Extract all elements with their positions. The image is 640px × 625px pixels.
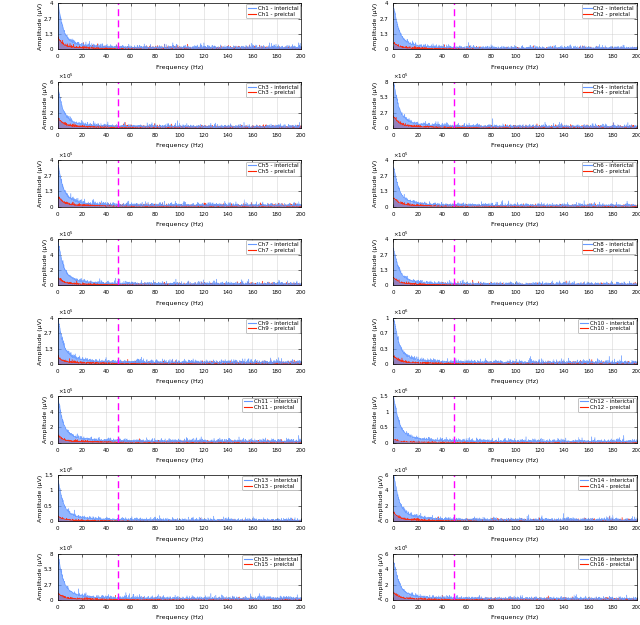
X-axis label: Frequency (Hz): Frequency (Hz) [492, 65, 539, 70]
Legend: Ch1 - interictal, Ch1 - preictal: Ch1 - interictal, Ch1 - preictal [246, 4, 300, 18]
X-axis label: Frequency (Hz): Frequency (Hz) [156, 301, 203, 306]
Y-axis label: Amplitude (μV): Amplitude (μV) [373, 239, 378, 286]
Y-axis label: Amplitude (μV): Amplitude (μV) [373, 2, 378, 50]
Legend: Ch14 - interictal, Ch14 - preictal: Ch14 - interictal, Ch14 - preictal [578, 476, 636, 491]
Text: ×10$^{5}$: ×10$^{5}$ [58, 72, 74, 81]
X-axis label: Frequency (Hz): Frequency (Hz) [492, 301, 539, 306]
Y-axis label: Amplitude (μV): Amplitude (μV) [38, 318, 43, 364]
X-axis label: Frequency (Hz): Frequency (Hz) [156, 616, 203, 621]
Y-axis label: Amplitude (μV): Amplitude (μV) [38, 474, 43, 522]
X-axis label: Frequency (Hz): Frequency (Hz) [492, 144, 539, 149]
Legend: Ch11 - interictal, Ch11 - preictal: Ch11 - interictal, Ch11 - preictal [243, 398, 300, 412]
Y-axis label: Amplitude (μV): Amplitude (μV) [43, 239, 48, 286]
Text: ×10$^{5}$: ×10$^{5}$ [394, 72, 409, 81]
Legend: Ch9 - interictal, Ch9 - preictal: Ch9 - interictal, Ch9 - preictal [246, 319, 300, 333]
X-axis label: Frequency (Hz): Frequency (Hz) [156, 458, 203, 463]
Y-axis label: Amplitude (μV): Amplitude (μV) [38, 2, 43, 50]
Y-axis label: Amplitude (μV): Amplitude (μV) [38, 160, 43, 208]
Text: ×10$^{6}$: ×10$^{6}$ [58, 465, 74, 474]
X-axis label: Frequency (Hz): Frequency (Hz) [492, 222, 539, 227]
Text: ×10$^{5}$: ×10$^{5}$ [58, 308, 74, 318]
Legend: Ch8 - interictal, Ch8 - preictal: Ch8 - interictal, Ch8 - preictal [582, 240, 636, 254]
X-axis label: Frequency (Hz): Frequency (Hz) [156, 537, 203, 542]
Y-axis label: Amplitude (μV): Amplitude (μV) [373, 81, 378, 129]
Y-axis label: Amplitude (μV): Amplitude (μV) [43, 396, 48, 443]
Legend: Ch6 - interictal, Ch6 - preictal: Ch6 - interictal, Ch6 - preictal [582, 161, 636, 176]
X-axis label: Frequency (Hz): Frequency (Hz) [156, 65, 203, 70]
X-axis label: Frequency (Hz): Frequency (Hz) [492, 537, 539, 542]
Legend: Ch15 - interictal, Ch15 - preictal: Ch15 - interictal, Ch15 - preictal [243, 555, 300, 569]
Text: ×10$^{5}$: ×10$^{5}$ [394, 229, 409, 239]
Text: ×10$^{6}$: ×10$^{6}$ [394, 308, 410, 318]
Legend: Ch7 - interictal, Ch7 - preictal: Ch7 - interictal, Ch7 - preictal [246, 240, 300, 254]
Text: ×10$^{5}$: ×10$^{5}$ [58, 0, 74, 2]
Legend: Ch13 - interictal, Ch13 - preictal: Ch13 - interictal, Ch13 - preictal [243, 476, 300, 491]
Legend: Ch12 - interictal, Ch12 - preictal: Ch12 - interictal, Ch12 - preictal [578, 398, 636, 412]
Text: ×10$^{5}$: ×10$^{5}$ [58, 229, 74, 239]
Legend: Ch5 - interictal, Ch5 - preictal: Ch5 - interictal, Ch5 - preictal [246, 161, 300, 176]
Legend: Ch3 - interictal, Ch3 - preictal: Ch3 - interictal, Ch3 - preictal [246, 83, 300, 97]
X-axis label: Frequency (Hz): Frequency (Hz) [156, 144, 203, 149]
Text: ×10$^{5}$: ×10$^{5}$ [58, 544, 74, 553]
Legend: Ch2 - interictal, Ch2 - preictal: Ch2 - interictal, Ch2 - preictal [582, 4, 636, 18]
Text: ×10$^{5}$: ×10$^{5}$ [394, 465, 409, 474]
X-axis label: Frequency (Hz): Frequency (Hz) [492, 458, 539, 463]
X-axis label: Frequency (Hz): Frequency (Hz) [492, 379, 539, 384]
Y-axis label: Amplitude (μV): Amplitude (μV) [373, 318, 378, 364]
Legend: Ch16 - interictal, Ch16 - preictal: Ch16 - interictal, Ch16 - preictal [578, 555, 636, 569]
Text: ×10$^{5}$: ×10$^{5}$ [394, 151, 409, 160]
Legend: Ch4 - interictal, Ch4 - preictal: Ch4 - interictal, Ch4 - preictal [582, 83, 636, 97]
X-axis label: Frequency (Hz): Frequency (Hz) [156, 379, 203, 384]
Text: ×10$^{6}$: ×10$^{6}$ [394, 387, 410, 396]
Y-axis label: Amplitude (μV): Amplitude (μV) [38, 553, 43, 601]
Legend: Ch10 - interictal, Ch10 - preictal: Ch10 - interictal, Ch10 - preictal [578, 319, 636, 333]
Y-axis label: Amplitude (μV): Amplitude (μV) [373, 396, 378, 443]
Text: ×10$^{5}$: ×10$^{5}$ [394, 544, 409, 553]
Text: ×10$^{5}$: ×10$^{5}$ [58, 387, 74, 396]
Y-axis label: Amplitude (μV): Amplitude (μV) [379, 474, 384, 522]
Y-axis label: Amplitude (μV): Amplitude (μV) [43, 81, 48, 129]
Y-axis label: Amplitude (μV): Amplitude (μV) [379, 553, 384, 601]
X-axis label: Frequency (Hz): Frequency (Hz) [492, 616, 539, 621]
Text: ×10$^{5}$: ×10$^{5}$ [58, 151, 74, 160]
Text: ×10$^{5}$: ×10$^{5}$ [394, 0, 409, 2]
X-axis label: Frequency (Hz): Frequency (Hz) [156, 222, 203, 227]
Y-axis label: Amplitude (μV): Amplitude (μV) [373, 160, 378, 208]
